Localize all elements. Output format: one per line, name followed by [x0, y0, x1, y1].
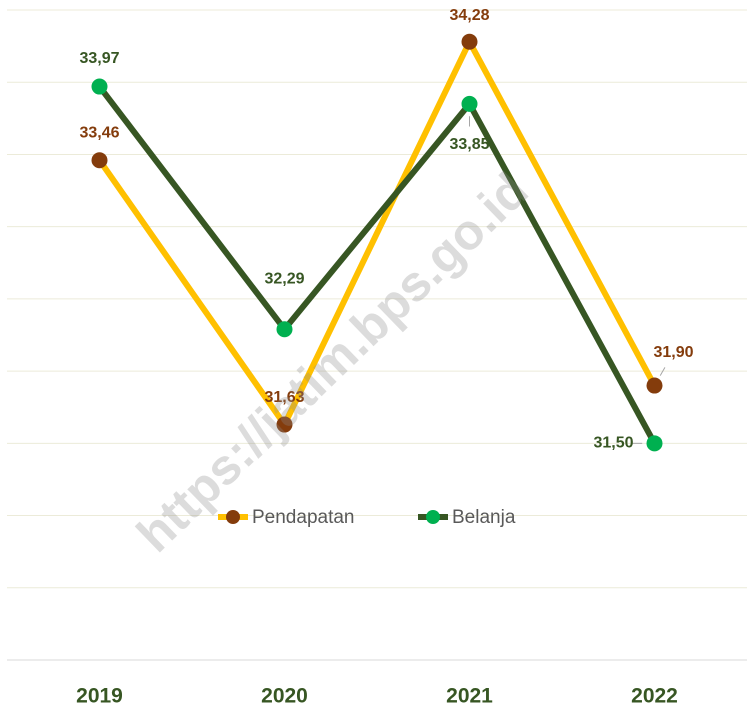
data-point	[646, 377, 663, 394]
data-point	[91, 152, 108, 169]
leader-line	[659, 367, 666, 376]
legend-label: Belanja	[452, 507, 516, 528]
data-point	[461, 33, 478, 50]
legend-marker	[426, 510, 440, 524]
data-label: 32,29	[264, 270, 304, 287]
series-line	[97, 84, 658, 445]
x-tick-label: 2019	[76, 685, 123, 708]
data-point	[646, 435, 663, 452]
data-point	[461, 95, 478, 112]
data-point	[276, 321, 293, 338]
data-label: 31,63	[264, 389, 304, 406]
data-point	[91, 78, 108, 95]
legend-marker	[226, 510, 240, 524]
x-tick-label: 2022	[631, 685, 678, 708]
data-label: 31,90	[653, 344, 693, 361]
watermark: https://jatim.bps.go.id	[126, 162, 539, 563]
data-label: 33,46	[79, 124, 119, 141]
data-label: 34,28	[449, 7, 489, 24]
x-tick-label: 2021	[446, 685, 493, 708]
series-line	[97, 38, 658, 428]
data-label: 31,50	[593, 435, 633, 452]
data-label: 33,97	[79, 50, 119, 67]
data-label: 33,85	[449, 136, 489, 153]
x-tick-label: 2020	[261, 685, 308, 708]
legend-label: Pendapatan	[252, 507, 355, 528]
data-point	[276, 416, 293, 433]
